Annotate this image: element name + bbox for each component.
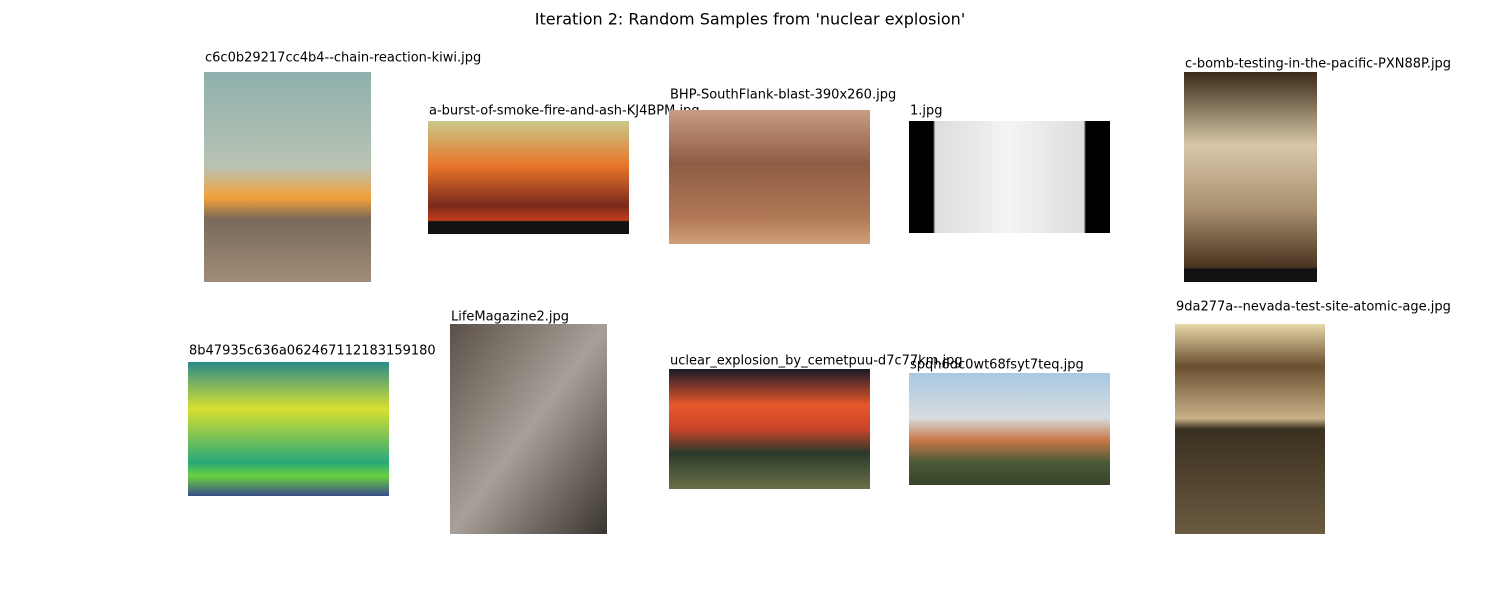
image-caption: BHP-SouthFlank-blast-390x260.jpg (670, 88, 896, 103)
image (909, 121, 1110, 233)
image (188, 362, 389, 496)
image-caption: 8b47935c636a062467112183159180 (189, 344, 436, 359)
image (450, 324, 607, 534)
image-caption: spqh6dc0wt68fsyt7teq.jpg (910, 358, 1084, 373)
image-caption: 9da277a--nevada-test-site-atomic-age.jpg (1176, 300, 1451, 315)
image (204, 72, 371, 282)
image-caption: c6c0b29217cc4b4--chain-reaction-kiwi.jpg (205, 51, 481, 66)
image (1175, 324, 1325, 534)
image (428, 121, 629, 234)
image (669, 110, 870, 244)
image-caption: c-bomb-testing-in-the-pacific-PXN88P.jpg (1185, 57, 1451, 72)
figure-title: Iteration 2: Random Samples from 'nuclea… (535, 10, 965, 29)
image (669, 369, 870, 489)
image-caption: a-burst-of-smoke-fire-and-ash-KJ4BPM.jpg (429, 104, 700, 119)
image-caption: uclear_explosion_by_cemetpuu-d7c77km.jpg (670, 354, 963, 369)
image-caption: 1.jpg (910, 104, 943, 119)
image-caption: LifeMagazine2.jpg (451, 310, 569, 325)
image (909, 373, 1110, 485)
image (1184, 72, 1317, 282)
